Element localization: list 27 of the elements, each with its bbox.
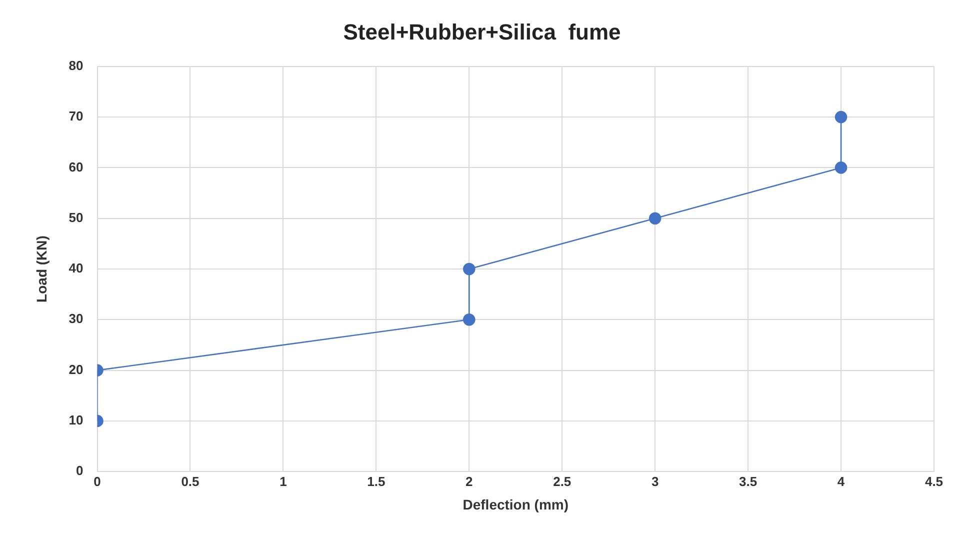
x-tick-label: 3.5	[739, 474, 758, 489]
y-tick-label: 80	[68, 58, 84, 73]
point	[462, 262, 476, 276]
x-tick-label: 0.5	[181, 474, 200, 489]
y-tick-label: 70	[68, 108, 84, 124]
x-tick-label: 3	[651, 474, 659, 489]
point	[648, 212, 662, 224]
x-tick-label: 4.5	[924, 474, 944, 489]
y-axis-title: Load (KN)	[33, 236, 50, 302]
y-tick-label: 60	[68, 159, 84, 174]
point	[834, 162, 848, 174]
x-tick-label: 4	[837, 474, 846, 489]
x-tick-label: 1	[280, 474, 287, 489]
x-tick-label: 2	[466, 474, 473, 489]
x-tick-label: 1.5	[367, 474, 386, 489]
x-tick-label: 2.5	[553, 474, 572, 489]
y-tick-label: 30	[68, 311, 84, 326]
y-tick-label: 0	[76, 463, 84, 478]
point	[834, 110, 848, 124]
y-tick-label: 10	[68, 412, 84, 428]
x-axis-title: Deflection (mm)	[462, 496, 569, 512]
point	[462, 314, 476, 326]
x-tick-label: 0	[94, 474, 101, 489]
y-tick-label: 20	[68, 362, 84, 377]
y-tick-label: 40	[68, 260, 84, 276]
y-tick-label: 50	[68, 210, 84, 225]
chart-title: Steel+Rubber+Silica fume	[343, 19, 621, 44]
